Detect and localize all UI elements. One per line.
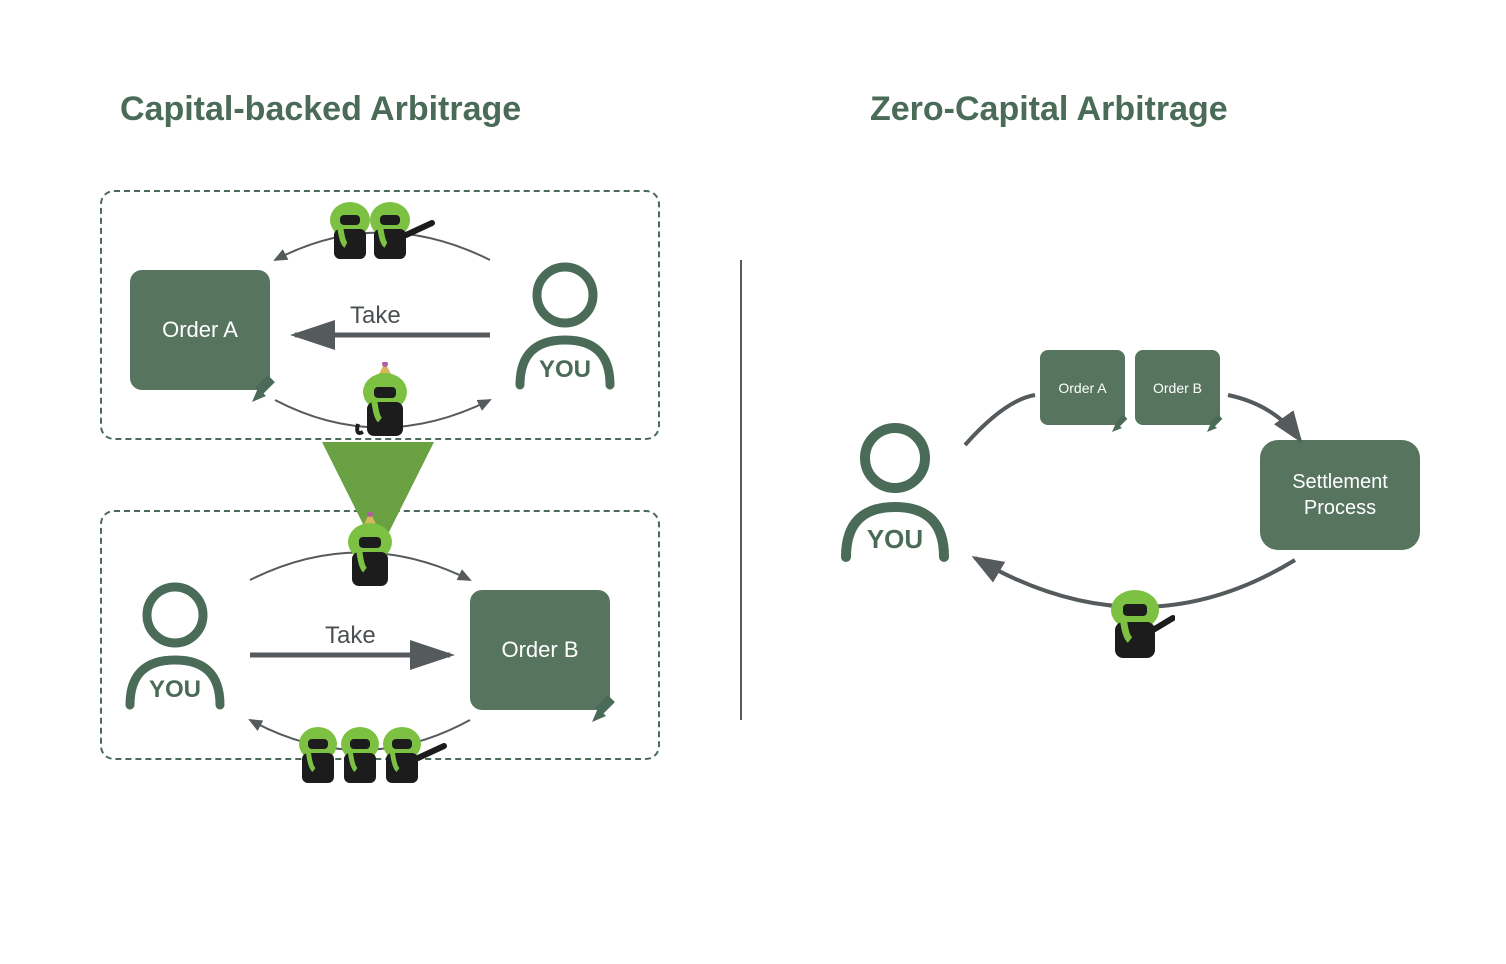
- mascot-icon: [1095, 580, 1175, 665]
- diagram-canvas: Capital-backed Arbitrage Zero-Capital Ar…: [0, 0, 1506, 964]
- right-arrows: [0, 0, 1506, 964]
